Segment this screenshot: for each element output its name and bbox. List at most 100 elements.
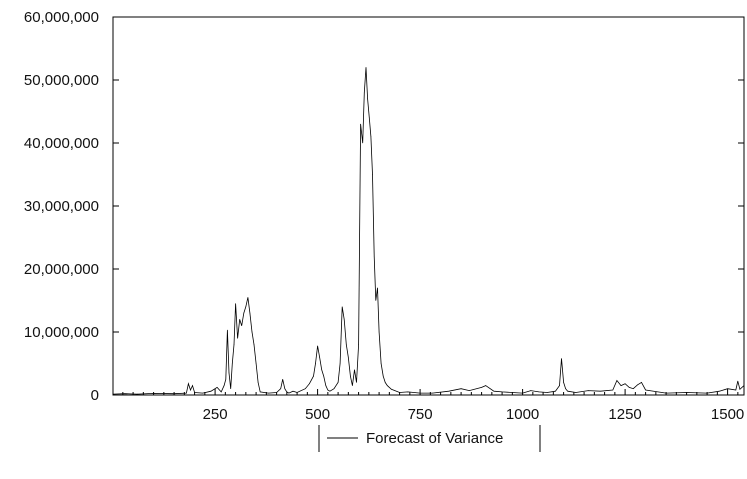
data-point xyxy=(210,390,212,392)
data-point xyxy=(257,382,259,383)
data-point xyxy=(628,387,630,388)
data-point xyxy=(493,390,495,392)
data-point xyxy=(372,174,373,175)
data-point xyxy=(555,390,556,392)
data-point xyxy=(367,98,368,100)
data-point xyxy=(216,387,218,388)
legend: Forecast of Variance xyxy=(318,425,541,452)
data-point xyxy=(348,356,349,358)
data-point xyxy=(624,383,626,385)
data-point xyxy=(485,385,487,386)
data-point xyxy=(280,388,282,390)
data-point xyxy=(292,390,294,392)
data-point xyxy=(600,390,601,392)
data-point xyxy=(225,379,227,380)
x-tick-label: 1000 xyxy=(506,406,539,423)
data-point xyxy=(587,390,589,391)
y-tick-label: 10,000,000 xyxy=(24,324,99,341)
data-point xyxy=(251,331,253,333)
data-point xyxy=(305,388,306,390)
data-point xyxy=(247,297,249,298)
data-point xyxy=(719,390,720,392)
data-point xyxy=(276,392,277,393)
y-tick-label: 20,000,000 xyxy=(24,261,99,278)
data-point xyxy=(378,331,380,333)
data-point xyxy=(469,390,470,391)
data-point xyxy=(230,388,231,390)
data-point xyxy=(232,363,233,364)
data-point xyxy=(350,375,351,377)
data-point xyxy=(136,393,138,395)
data-point xyxy=(419,392,421,394)
data-point xyxy=(391,389,392,390)
data-point xyxy=(341,306,343,308)
data-point xyxy=(241,325,242,327)
data-point xyxy=(153,393,154,394)
data-point xyxy=(377,287,378,289)
data-point xyxy=(620,385,622,386)
data-point xyxy=(575,392,577,393)
data-point xyxy=(346,344,347,345)
data-point xyxy=(637,384,638,386)
data-point xyxy=(665,392,667,394)
data-point xyxy=(286,391,288,393)
y-axis: 0 10,000,000 20,000,000 30,000,000 40,000,00… xyxy=(24,9,744,404)
data-point xyxy=(253,344,255,345)
data-point xyxy=(645,389,646,391)
data-point xyxy=(227,329,228,331)
data-point xyxy=(384,382,386,383)
y-tick-label: 40,000,000 xyxy=(24,135,99,152)
data-point xyxy=(223,385,225,386)
series-layer xyxy=(112,67,745,395)
series-line xyxy=(112,67,745,395)
data-point xyxy=(522,392,523,394)
data-point xyxy=(365,67,367,68)
data-point xyxy=(339,363,341,364)
x-tick-label: 500 xyxy=(305,406,330,423)
data-point xyxy=(561,358,562,359)
data-point xyxy=(282,379,284,380)
data-point xyxy=(284,388,286,390)
data-point xyxy=(530,390,532,391)
data-point xyxy=(739,389,741,390)
data-point xyxy=(612,389,614,391)
data-point xyxy=(354,369,355,371)
data-point xyxy=(194,392,195,393)
data-point xyxy=(380,363,382,364)
data-point xyxy=(686,392,687,393)
data-point xyxy=(343,319,345,320)
data-point xyxy=(399,392,400,393)
data-point xyxy=(333,388,335,390)
data-point xyxy=(317,345,318,347)
data-point xyxy=(737,380,739,382)
data-point xyxy=(352,385,353,386)
y-tick-label: 50,000,000 xyxy=(24,72,99,89)
x-tick-label: 250 xyxy=(203,406,228,423)
data-point xyxy=(358,344,359,345)
data-point xyxy=(448,390,450,392)
data-point xyxy=(460,388,462,390)
data-point xyxy=(237,338,238,339)
data-point xyxy=(249,312,251,314)
data-point xyxy=(641,382,642,383)
data-point xyxy=(186,392,187,394)
data-point xyxy=(616,380,618,381)
data-point xyxy=(563,382,564,383)
data-point xyxy=(329,390,331,392)
data-point xyxy=(706,392,708,394)
data-point xyxy=(501,391,503,393)
data-point xyxy=(233,344,235,345)
data-point xyxy=(309,383,310,385)
data-point xyxy=(313,375,314,377)
data-point xyxy=(245,306,247,308)
data-point xyxy=(188,383,189,385)
data-point xyxy=(364,92,365,93)
data-point xyxy=(727,388,728,390)
data-point xyxy=(173,393,175,395)
data-point xyxy=(325,385,327,386)
data-point xyxy=(565,388,566,390)
data-point xyxy=(633,388,634,390)
data-point xyxy=(323,375,325,377)
data-point xyxy=(407,391,409,393)
data-point xyxy=(321,369,323,371)
